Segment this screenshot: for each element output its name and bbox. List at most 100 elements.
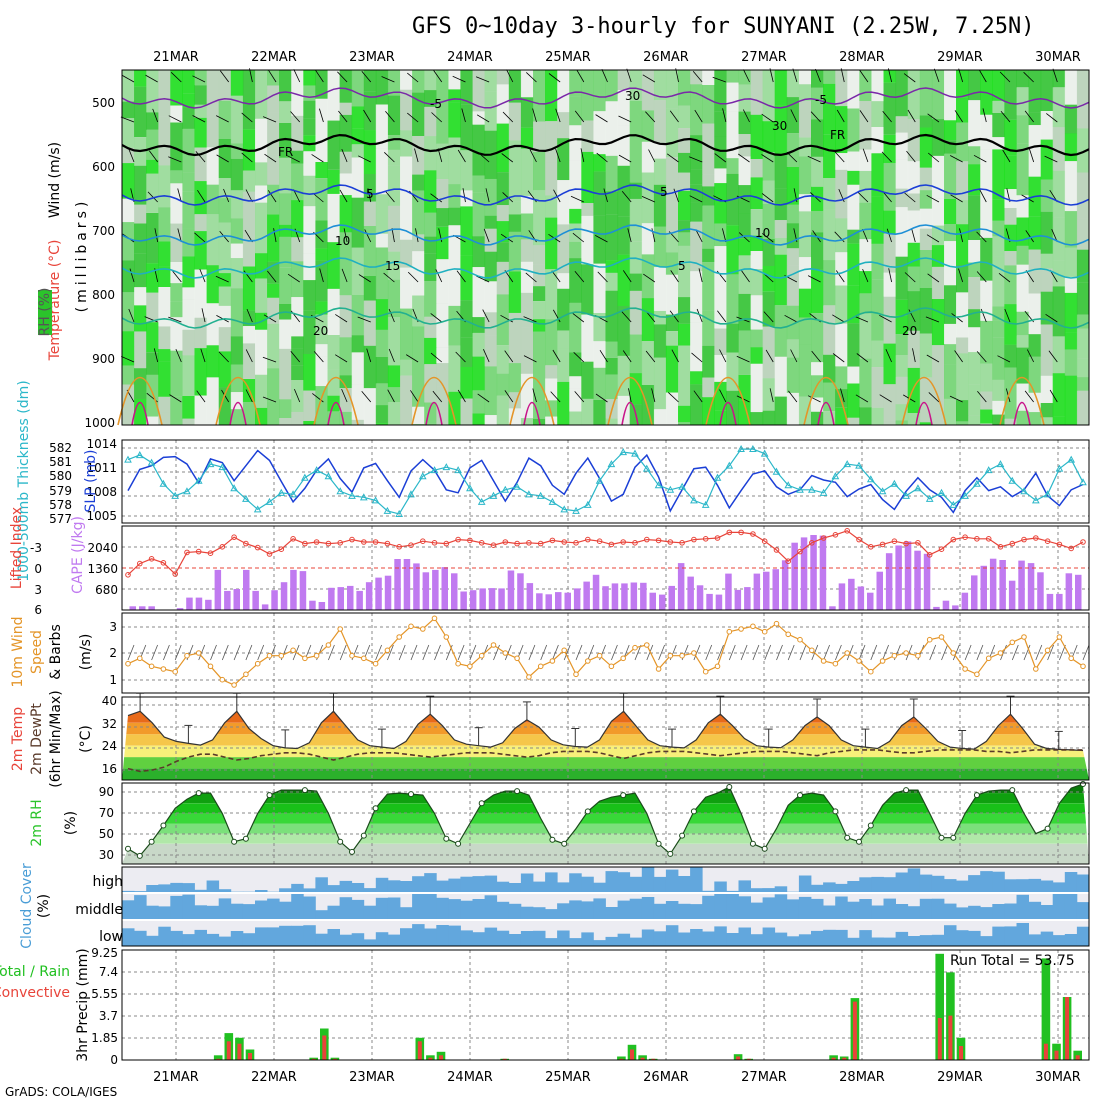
rh-cell xyxy=(678,190,691,221)
rh-cell xyxy=(738,70,752,85)
rh-cell xyxy=(496,221,510,242)
rh-cell xyxy=(460,206,473,256)
rh-cell xyxy=(448,70,461,90)
wind-speed-point xyxy=(974,671,980,678)
li-axis: -3 0 3 6 xyxy=(30,541,42,617)
wind-barb xyxy=(532,108,537,123)
cape-bar xyxy=(668,585,675,610)
pressure-axis: 500 600 700 800 900 1000 xyxy=(84,96,115,430)
wind-barb xyxy=(570,195,584,203)
li-point xyxy=(879,541,886,548)
rh-cell xyxy=(702,123,715,175)
rh-cell xyxy=(315,344,328,357)
rh-cell xyxy=(980,194,993,238)
wind-barb xyxy=(743,69,750,83)
rh-cell xyxy=(496,172,510,206)
rh-cell xyxy=(956,292,969,338)
cloud-cell xyxy=(665,901,679,920)
rh-cell xyxy=(798,156,812,195)
rh-cell xyxy=(303,390,316,421)
temp-grid xyxy=(122,697,1089,780)
rh-cell xyxy=(798,396,812,425)
cloud-cell xyxy=(653,876,667,893)
cloud-cell xyxy=(242,904,256,920)
cloud-cell xyxy=(194,929,207,946)
rh2m-frame xyxy=(121,782,1090,865)
wind-barb xyxy=(334,354,348,363)
rh-cell xyxy=(255,329,268,375)
wind-barb xyxy=(523,316,537,323)
rh-cell xyxy=(412,251,425,296)
rh-cell xyxy=(375,194,389,234)
dewpt-label: 2m DewPt xyxy=(29,703,45,775)
rh-tick: 70 xyxy=(99,806,114,820)
rh-cell xyxy=(1004,418,1017,425)
rh-point xyxy=(797,792,803,799)
cloud-cell xyxy=(424,873,437,893)
wind-barb xyxy=(339,189,348,203)
pressure-tick: 1000 xyxy=(84,416,115,430)
rh-cell xyxy=(605,341,619,358)
cloud-cell xyxy=(907,936,921,946)
rh-cell xyxy=(327,335,341,370)
wind-barb xyxy=(858,644,866,661)
wind-speed-point xyxy=(549,658,556,664)
wind-barb xyxy=(192,75,206,83)
rh-cell xyxy=(919,288,933,319)
cloud-cell xyxy=(146,935,159,946)
rh-cell xyxy=(871,70,884,102)
thickness-point xyxy=(265,497,274,505)
wind-speed-point xyxy=(1033,666,1039,672)
li-point xyxy=(608,541,615,548)
rh-cell xyxy=(798,211,812,258)
cloud-cell xyxy=(1064,893,1078,920)
cape-bar xyxy=(800,537,808,610)
thickness-point xyxy=(595,476,604,484)
thickness-point xyxy=(336,487,345,495)
wind-speed-point xyxy=(691,650,697,656)
thickness-point xyxy=(760,449,769,457)
wind-barb xyxy=(384,152,395,163)
wind-speed-point xyxy=(785,631,792,638)
wind-barb xyxy=(434,644,441,661)
rh-cell xyxy=(387,365,401,388)
cloud-cell xyxy=(895,872,909,893)
cape-bar xyxy=(507,570,515,610)
rh-cell xyxy=(883,210,897,234)
thickness-point xyxy=(855,461,863,469)
chart-title: GFS 0~10day 3-hourly for SUNYANI (2.25W,… xyxy=(412,14,1035,39)
rh-cell xyxy=(436,386,449,424)
rh-cell xyxy=(327,120,341,170)
rh-cell xyxy=(158,165,171,208)
cloud-cell xyxy=(581,901,594,920)
rh-cell xyxy=(823,354,836,383)
cape-bar xyxy=(772,569,779,610)
rh-cell xyxy=(122,260,135,293)
cape-bar xyxy=(573,588,581,610)
wind-barb xyxy=(671,349,679,363)
rh-cell xyxy=(1004,344,1017,368)
rh-cell xyxy=(182,107,195,129)
wind-barb xyxy=(982,108,987,123)
wind-speed-point xyxy=(1009,639,1016,646)
rh-band xyxy=(122,803,1089,814)
rh-cell xyxy=(448,391,461,425)
rh-cell xyxy=(968,415,981,425)
rh-cell xyxy=(170,317,183,351)
li-point xyxy=(1068,545,1074,552)
wind-barb xyxy=(504,644,512,661)
rh-cell xyxy=(351,128,365,145)
cloud-cell xyxy=(460,876,473,893)
rh-cell xyxy=(1028,356,1042,393)
cape-bar xyxy=(271,590,278,610)
cloud-cell xyxy=(218,936,232,946)
wind-barb xyxy=(1026,349,1035,363)
thickness-point xyxy=(560,505,569,513)
wind-barb xyxy=(262,116,277,123)
pressure-tick: 600 xyxy=(92,160,115,174)
wind-speed-point xyxy=(962,666,968,672)
convective-bar xyxy=(842,1057,847,1060)
cloud-cell xyxy=(400,928,413,946)
rh-cell xyxy=(750,159,764,178)
